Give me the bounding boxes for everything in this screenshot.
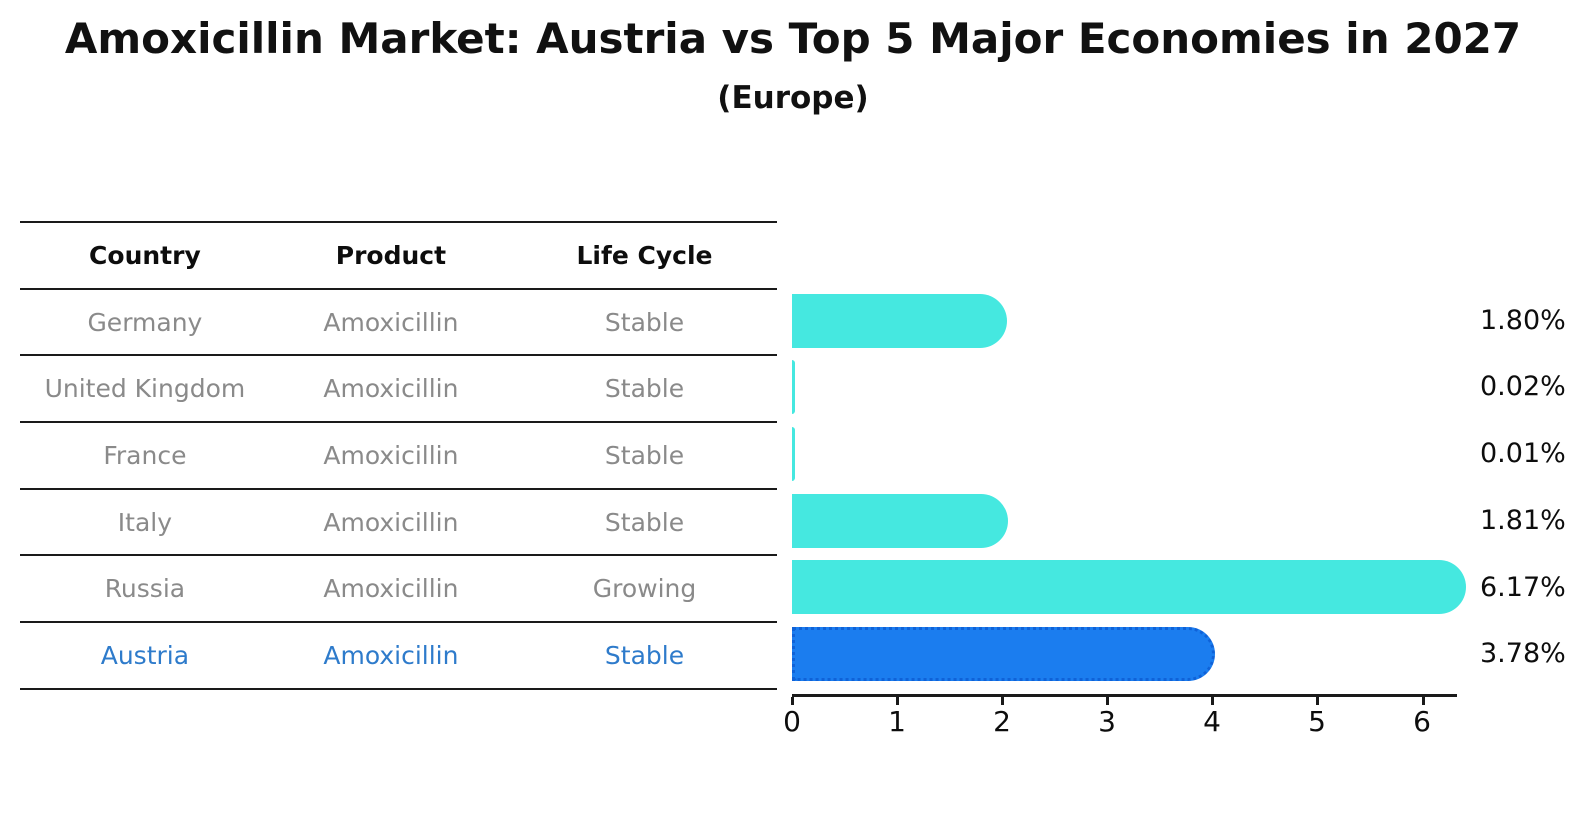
cell-country: United Kingdom: [44, 374, 246, 404]
cell-lifecycle: Stable: [604, 374, 685, 404]
table-row-italy: Italy Amoxicillin Stable: [20, 490, 777, 557]
x-axis-line: [792, 694, 1457, 697]
table-row-france: France Amoxicillin Stable: [20, 423, 777, 490]
cell-lifecycle: Stable: [604, 640, 685, 670]
x-axis-label-2: 2: [993, 705, 1011, 738]
cell-lifecycle: Stable: [604, 507, 685, 537]
value-label-italy: 1.81%: [1480, 504, 1566, 536]
x-axis-label-4: 4: [1203, 705, 1221, 738]
chart-subtitle: (Europe): [717, 80, 869, 116]
x-axis-tick: [1316, 697, 1319, 705]
table-row-austria: Austria Amoxicillin Stable: [20, 623, 777, 690]
col-header-product: Product: [335, 240, 447, 270]
cell-product: Amoxicillin: [323, 440, 459, 470]
x-axis-tick: [1422, 697, 1425, 705]
table-row-united-kingdom: United Kingdom Amoxicillin Stable: [20, 356, 777, 424]
cell-country: France: [103, 440, 187, 470]
value-label-germany: 1.80%: [1480, 304, 1566, 336]
x-axis-tick: [1211, 697, 1214, 705]
cell-product: Amoxicillin: [323, 574, 459, 604]
value-label-austria: 3.78%: [1480, 638, 1566, 670]
cell-lifecycle: Stable: [604, 440, 685, 470]
chart-title: Amoxicillin Market: Austria vs Top 5 Maj…: [64, 14, 1522, 63]
x-axis-tick: [1001, 697, 1004, 705]
cell-country: Austria: [100, 640, 190, 670]
table-row-russia: Russia Amoxicillin Growing: [20, 556, 777, 624]
x-axis-tick: [896, 697, 899, 705]
cell-product: Amoxicillin: [323, 374, 459, 404]
table-header-row: Country Product Life Cycle: [20, 223, 777, 290]
x-axis-label-3: 3: [1098, 705, 1116, 738]
bar-austria-highlighted: [792, 627, 1216, 682]
bar-united-kingdom: [792, 360, 795, 415]
x-axis-label-5: 5: [1308, 705, 1326, 738]
country-table: Country Product Life Cycle Germany Amoxi…: [20, 221, 777, 690]
bar-italy: [792, 493, 1009, 548]
x-axis-tick: [1106, 697, 1109, 705]
cell-country: Italy: [117, 507, 173, 537]
x-axis-label-6: 6: [1413, 705, 1431, 738]
value-label-france: 0.01%: [1480, 438, 1566, 470]
cell-product: Amoxicillin: [323, 307, 459, 337]
cell-lifecycle: Growing: [592, 574, 697, 604]
col-header-country: Country: [89, 240, 201, 270]
cell-country: Germany: [87, 307, 203, 337]
value-label-united-kingdom: 0.02%: [1480, 371, 1566, 403]
x-axis-label-1: 1: [888, 705, 906, 738]
bar-russia: [792, 560, 1467, 615]
col-header-lifecycle: Life Cycle: [576, 240, 713, 270]
bar-france: [792, 427, 795, 482]
table-row-germany: Germany Amoxicillin Stable: [20, 290, 777, 357]
bar-plot: [792, 288, 1492, 688]
bar-germany: [792, 293, 1008, 348]
cell-lifecycle: Stable: [604, 307, 685, 337]
cell-country: Russia: [104, 574, 186, 604]
x-axis-label-0: 0: [783, 705, 801, 738]
cell-product: Amoxicillin: [323, 640, 459, 670]
cell-product: Amoxicillin: [323, 507, 459, 537]
x-axis-tick: [791, 697, 794, 705]
value-label-russia: 6.17%: [1480, 571, 1566, 603]
